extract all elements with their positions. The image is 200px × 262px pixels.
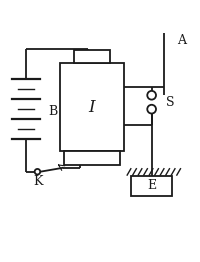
Circle shape [35, 169, 40, 174]
Text: I: I [89, 99, 95, 116]
Bar [60, 63, 124, 151]
Text: B: B [49, 105, 58, 118]
Text: E: E [147, 179, 156, 192]
Text: A: A [177, 34, 186, 47]
Text: K: K [34, 175, 43, 188]
Text: S: S [166, 96, 174, 109]
Bar [74, 50, 110, 63]
Bar [64, 151, 120, 165]
Circle shape [147, 105, 156, 113]
Circle shape [147, 91, 156, 100]
Bar [131, 176, 172, 195]
